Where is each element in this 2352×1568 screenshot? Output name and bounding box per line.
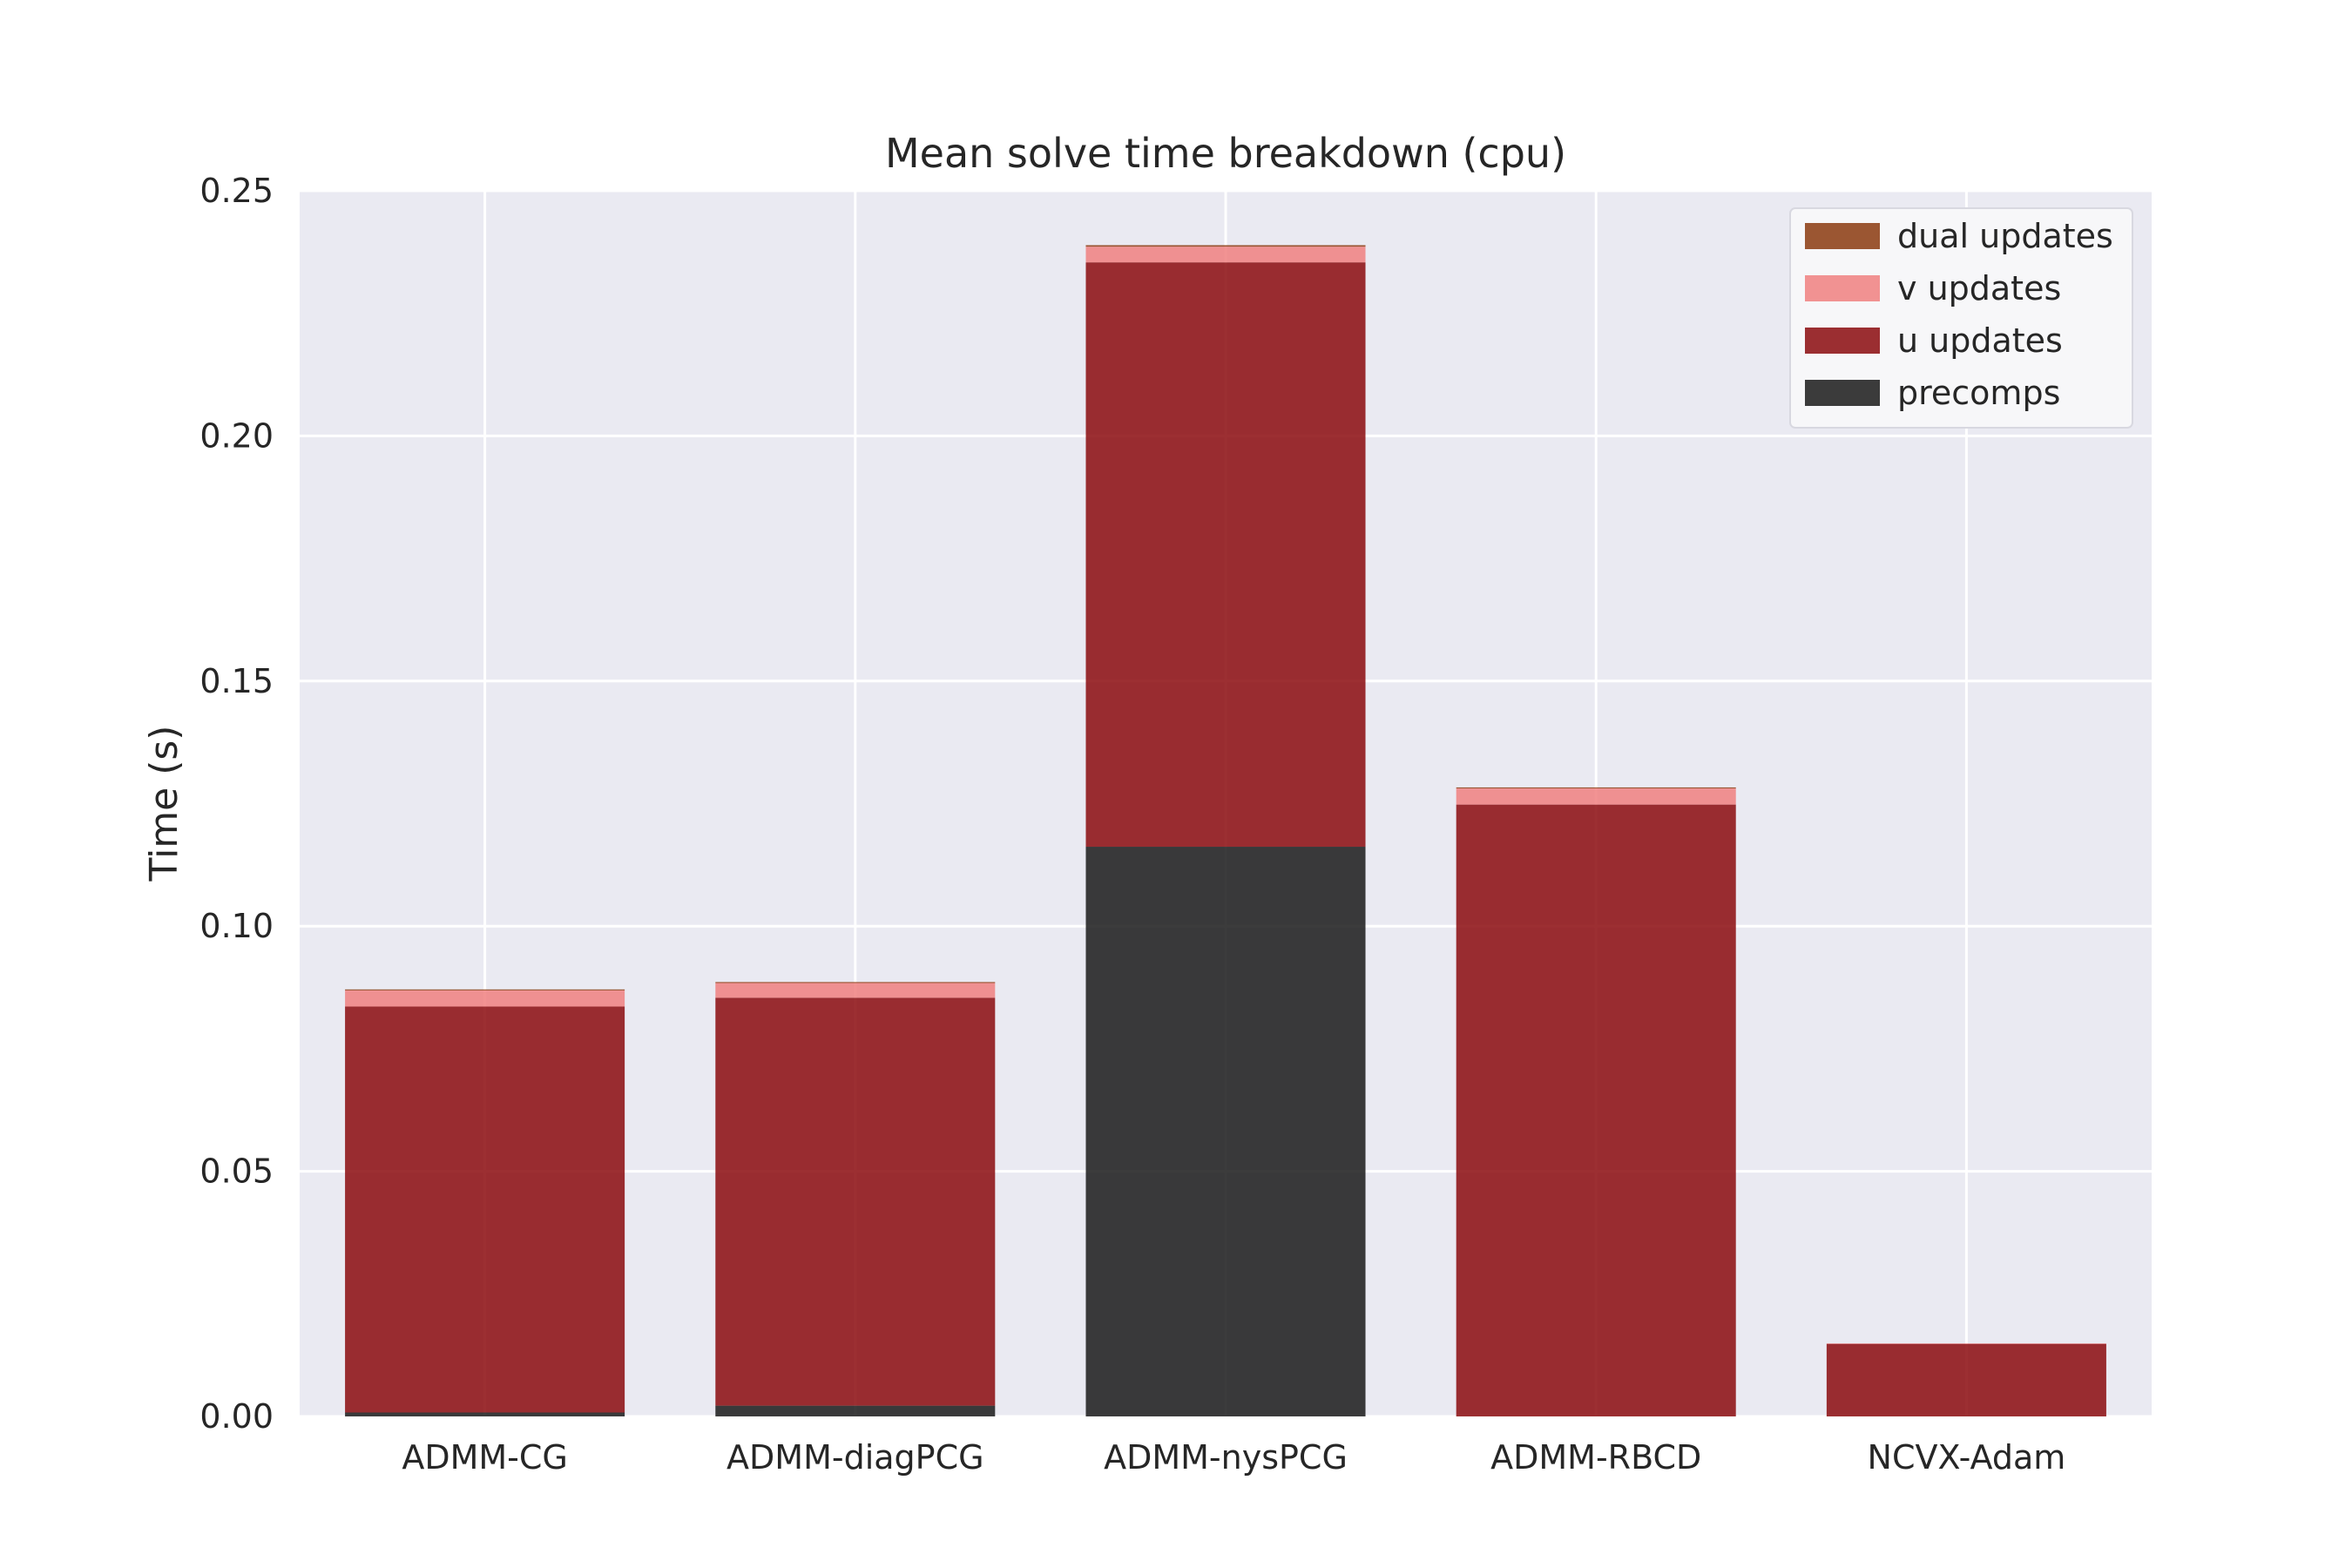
bars [345,245,2106,1416]
legend-label-precomps: precomps [1897,374,2060,412]
x-tick-label: ADMM-RBCD [1490,1438,1701,1477]
bar-precomps-ADMM-nysPCG [1085,847,1366,1416]
y-tick-labels: 0.00 0.05 0.10 0.15 0.20 0.25 [199,172,274,1436]
bar-u-updates-ADMM-RBCD [1456,804,1736,1416]
legend-swatch-u-updates [1805,328,1880,354]
bar-v-updates-NCVX-Adam [1826,1343,2106,1344]
bar-u-updates-ADMM-diagPCG [715,997,996,1406]
y-tick-label: 0.10 [199,907,274,945]
bar-u-updates-ADMM-CG [345,1006,625,1413]
bar-v-updates-ADMM-RBCD [1456,788,1736,805]
legend: dual updates v updates u updates precomps [1789,207,2133,429]
x-tick-labels: ADMM-CG ADMM-diagPCG ADMM-nysPCG ADMM-RBCD N… [402,1438,2065,1477]
x-tick-label: ADMM-diagPCG [727,1438,984,1477]
bar-precomps-ADMM-diagPCG [715,1405,996,1416]
bar-dual-updates-ADMM-RBCD [1456,787,1736,789]
legend-swatch-dual-updates [1805,223,1880,249]
y-tick-label: 0.05 [199,1152,274,1191]
y-tick-label: 0.00 [199,1397,274,1436]
bar-v-updates-ADMM-nysPCG [1085,247,1366,263]
x-tick-label: ADMM-CG [402,1438,568,1477]
bar-u-updates-ADMM-nysPCG [1085,262,1366,848]
bar-dual-updates-ADMM-nysPCG [1085,245,1366,247]
legend-swatch-v-updates [1805,275,1880,301]
legend-label-v-updates: v updates [1897,269,2061,308]
y-axis-label: Time (s) [142,726,186,882]
legend-box [1789,207,2133,429]
legend-label-u-updates: u updates [1897,321,2063,360]
chart-title: Mean solve time breakdown (cpu) [885,130,1566,177]
x-tick-label: NCVX-Adam [1868,1438,2066,1477]
y-tick-label: 0.15 [199,662,274,700]
bar-v-updates-ADMM-diagPCG [715,983,996,998]
y-tick-label: 0.25 [199,172,274,210]
y-tick-label: 0.20 [199,416,274,455]
bar-u-updates-NCVX-Adam [1826,1343,2106,1416]
bar-precomps-ADMM-CG [345,1412,625,1416]
x-tick-label: ADMM-nysPCG [1104,1438,1348,1477]
legend-swatch-precomps [1805,380,1880,406]
bar-dual-updates-ADMM-diagPCG [715,982,996,983]
legend-label-dual-updates: dual updates [1897,217,2113,255]
bar-v-updates-ADMM-CG [345,990,625,1007]
